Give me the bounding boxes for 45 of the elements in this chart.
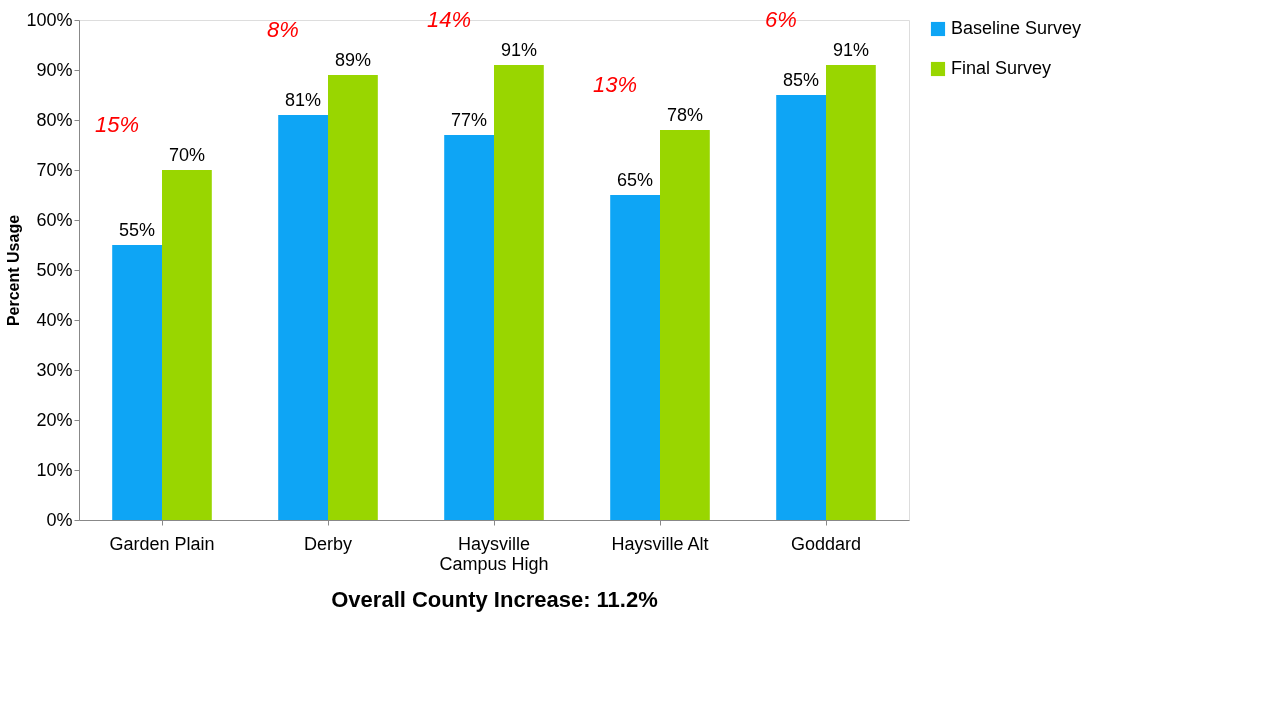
data-label: 65%: [617, 170, 654, 190]
y-tick-label: 90%: [36, 59, 73, 80]
y-tick-label: 50%: [36, 259, 73, 280]
y-tick-label: 60%: [36, 209, 73, 230]
x-tick-label: Haysville Campus High: [439, 533, 549, 574]
bar: [494, 65, 544, 520]
data-label: 91%: [500, 40, 537, 60]
bar: [776, 95, 826, 520]
y-tick-label: 10%: [36, 459, 73, 480]
bar: [162, 170, 212, 520]
data-label: 89%: [334, 50, 371, 70]
y-tick-label: 70%: [36, 159, 73, 180]
legend-label: Final Survey: [951, 58, 1052, 78]
legend-label: Baseline Survey: [951, 18, 1082, 38]
annotation: 14%: [426, 7, 472, 32]
data-label: 81%: [285, 90, 322, 110]
y-tick-label: 30%: [36, 359, 73, 380]
data-label: 55%: [119, 220, 156, 240]
x-tick-label: Derby: [303, 533, 353, 554]
bar: [826, 65, 876, 520]
x-tick-label: Haysville Alt: [611, 533, 709, 554]
bar: [328, 75, 378, 520]
y-tick-label: 0%: [46, 509, 73, 530]
bar: [444, 135, 494, 520]
data-label: 77%: [451, 110, 488, 130]
y-tick-label: 40%: [36, 309, 73, 330]
annotation: 13%: [592, 72, 638, 97]
bar: [112, 245, 162, 520]
data-label: 78%: [666, 105, 703, 125]
x-tick-label: Garden Plain: [109, 533, 215, 554]
x-tick-label: Goddard: [790, 533, 862, 554]
annotation: 15%: [94, 112, 140, 137]
y-axis-title: Percent Usage: [5, 214, 23, 327]
y-tick-label: 20%: [36, 409, 73, 430]
bar: [278, 115, 328, 520]
y-tick-label: 80%: [36, 109, 73, 130]
x-axis-title: Overall County Increase: 11.2%: [331, 586, 658, 612]
annotation: 8%: [267, 17, 299, 42]
bar: [610, 195, 660, 520]
y-tick-label: 100%: [26, 9, 73, 30]
bar: [660, 130, 710, 520]
data-label: 91%: [832, 40, 869, 60]
data-label: 85%: [783, 70, 820, 90]
annotation: 6%: [765, 7, 797, 32]
data-label: 70%: [168, 145, 205, 165]
